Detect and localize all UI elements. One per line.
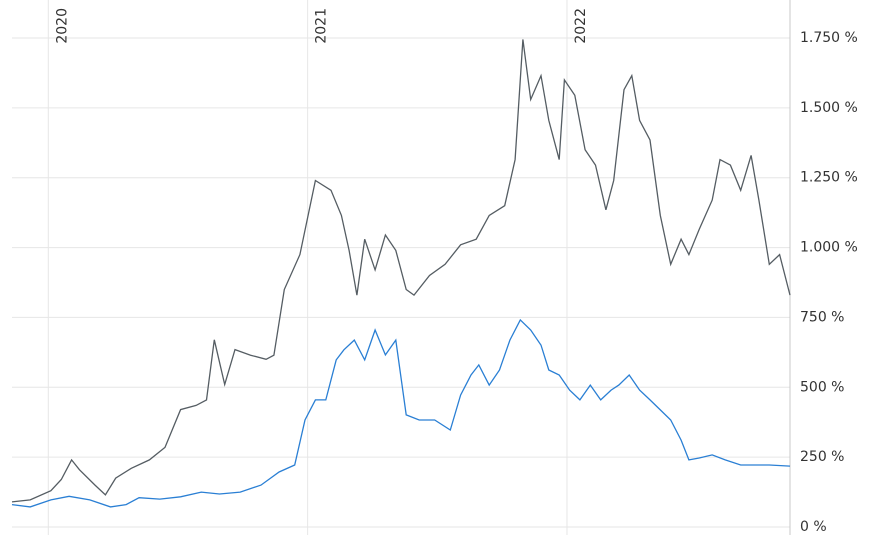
x-tick-label: 2021 (314, 8, 330, 44)
y-tick-label: 1.500 % (800, 100, 858, 116)
y-tick-label: 750 % (800, 309, 844, 325)
y-tick-label: 0 % (800, 519, 827, 535)
x-tick-label: 2020 (54, 8, 70, 44)
y-tick-label: 500 % (800, 379, 844, 395)
y-tick-label: 1.750 % (800, 30, 858, 46)
line-series (11, 318, 791, 508)
y-tick-label: 1.250 % (800, 170, 858, 186)
x-tick-label: 2022 (573, 8, 589, 44)
y-tick-label: 250 % (800, 449, 844, 465)
y-tick-label: 1.000 % (800, 240, 858, 256)
line-series (11, 39, 791, 503)
